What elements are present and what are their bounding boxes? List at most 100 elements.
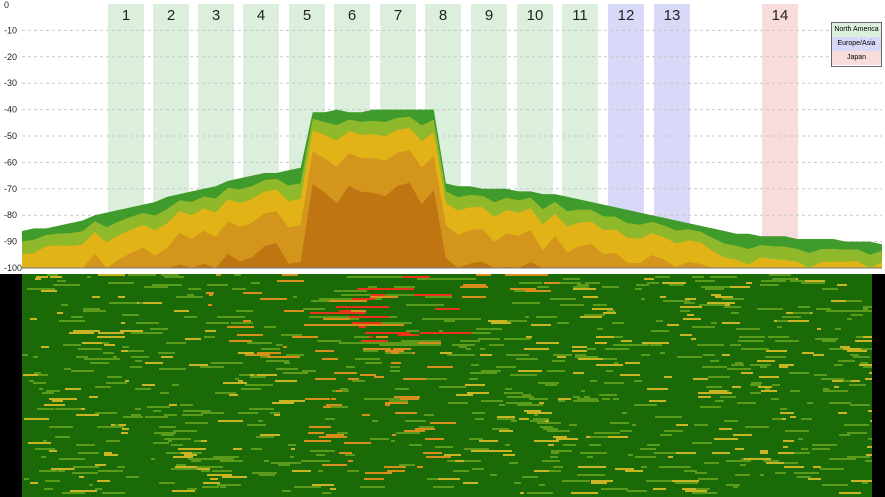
waterfall-streak: [760, 452, 768, 454]
waterfall-streak: [397, 398, 419, 400]
waterfall-streak: [89, 396, 98, 398]
waterfall-streak: [318, 470, 323, 472]
waterfall-streak: [840, 346, 850, 348]
waterfall-streak: [573, 396, 580, 398]
waterfall-streak: [772, 418, 782, 420]
waterfall-streak: [510, 288, 536, 290]
waterfall-streak: [719, 428, 732, 430]
waterfall-streak: [573, 286, 589, 288]
waterfall-streak: [82, 342, 102, 344]
waterfall-streak: [710, 276, 737, 278]
waterfall-streak: [337, 432, 348, 434]
waterfall-streak: [251, 282, 260, 284]
waterfall-streak: [571, 492, 598, 494]
waterfall-streak: [775, 472, 786, 474]
waterfall-streak: [282, 274, 298, 276]
waterfall-streak: [741, 348, 769, 350]
waterfall-streak: [691, 338, 696, 340]
waterfall-streak: [63, 344, 81, 346]
waterfall-streak: [24, 478, 29, 480]
waterfall-streak: [247, 424, 266, 426]
waterfall-streak: [227, 326, 254, 328]
waterfall-streak: [472, 332, 491, 334]
waterfall-streak: [656, 320, 663, 322]
waterfall-streak: [376, 336, 388, 338]
waterfall-streak: [463, 284, 474, 286]
channel-labels: 1 2 3 4 5 6 7 8 9 10 11 12 13 14: [122, 7, 789, 24]
waterfall-streak: [65, 388, 81, 390]
waterfall-streak: [319, 460, 330, 462]
waterfall-streak: [339, 342, 387, 344]
waterfall-streak: [624, 344, 649, 346]
waterfall-streak: [153, 410, 161, 412]
waterfall-streak: [733, 434, 752, 436]
waterfall-streak: [698, 396, 711, 398]
waterfall-streak: [312, 484, 334, 486]
waterfall-streak: [733, 486, 738, 488]
waterfall-streak: [167, 284, 182, 286]
channel-label-7: 7: [394, 7, 402, 24]
waterfall-streak: [169, 404, 177, 406]
waterfall-streak: [526, 336, 532, 338]
waterfall-streak: [675, 482, 698, 484]
waterfall-streak: [218, 420, 243, 422]
waterfall-streak: [455, 460, 464, 462]
waterfall-streak: [746, 474, 750, 476]
waterfall-streak: [281, 334, 302, 336]
waterfall-streak: [189, 364, 208, 366]
waterfall-streak: [847, 456, 870, 458]
waterfall-streak: [780, 408, 787, 410]
waterfall-streak: [171, 444, 183, 446]
waterfall-streak: [284, 310, 304, 312]
waterfall-streak: [115, 424, 119, 426]
waterfall-streak: [106, 382, 115, 384]
waterfall-streak: [79, 476, 84, 478]
waterfall-streak: [235, 378, 239, 380]
waterfall-streak: [354, 336, 373, 338]
waterfall-streak: [607, 310, 615, 312]
waterfall-streak: [148, 286, 161, 288]
waterfall-streak: [274, 356, 300, 358]
waterfall-streak: [726, 460, 751, 462]
waterfall-streak: [534, 470, 549, 472]
waterfall-streak: [862, 482, 868, 484]
y-tick-label: -80: [4, 210, 17, 220]
waterfall-streak: [201, 440, 207, 442]
waterfall-streak: [540, 426, 553, 428]
waterfall-streak: [430, 422, 456, 424]
waterfall-streak: [794, 472, 819, 474]
waterfall-streak: [260, 434, 280, 436]
waterfall-streak: [233, 448, 242, 450]
waterfall-streak: [422, 378, 447, 380]
waterfall-streak: [326, 404, 342, 406]
waterfall-streak: [765, 356, 786, 358]
waterfall-streak: [161, 356, 173, 358]
waterfall-streak: [72, 472, 98, 474]
waterfall-streak: [222, 476, 247, 478]
waterfall-streak: [863, 306, 872, 308]
waterfall-streak: [231, 322, 253, 324]
waterfall-streak: [172, 384, 179, 386]
waterfall-streak: [471, 364, 479, 366]
waterfall-streak: [28, 442, 51, 444]
waterfall-streak: [769, 274, 791, 276]
waterfall-streak: [472, 468, 484, 470]
waterfall-streak: [805, 280, 825, 282]
waterfall-streak: [209, 294, 213, 296]
waterfall-streak: [365, 362, 382, 364]
waterfall-streak: [122, 346, 129, 348]
waterfall-streak: [581, 390, 585, 392]
channel-label-6: 6: [348, 7, 356, 24]
waterfall-streak: [706, 386, 722, 388]
waterfall-streak: [829, 348, 853, 350]
waterfall-streak: [30, 318, 37, 320]
waterfall-streak: [401, 340, 441, 342]
waterfall-streak: [839, 492, 861, 494]
waterfall-streak: [385, 404, 390, 406]
waterfall-streak: [575, 356, 598, 358]
waterfall-streak: [191, 460, 201, 462]
waterfall-streak: [511, 420, 517, 422]
waterfall-streak: [197, 468, 210, 470]
waterfall-streak: [187, 294, 194, 296]
waterfall-streak: [525, 290, 551, 292]
